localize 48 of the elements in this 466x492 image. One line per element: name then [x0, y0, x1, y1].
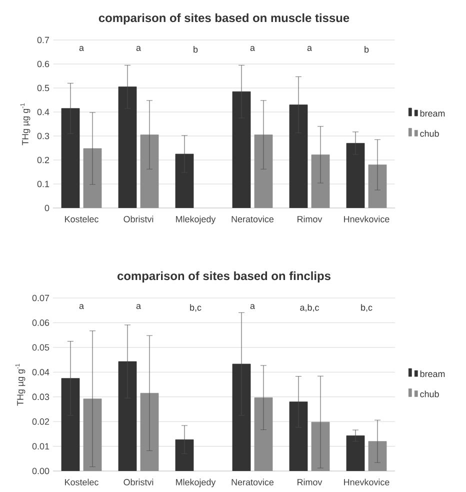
y-axis-title: THg µg g$^{-1}$: [15, 364, 26, 406]
annotation: b,c: [361, 304, 372, 312]
y-tick-label: 0.04: [32, 368, 50, 376]
chart-title: comparison of sites based on muscle tissue: [98, 13, 350, 25]
y-tick-label: 0.5: [37, 84, 50, 92]
annotation: b,c: [190, 304, 202, 312]
legend-label: chub: [420, 390, 439, 398]
y-tick-label: 0.3: [37, 132, 50, 140]
y-tick-label: 0.1: [37, 180, 50, 188]
legend-label: bream: [420, 370, 445, 378]
x-tick-label: Rimov: [298, 478, 322, 486]
x-tick-label: Rimov: [298, 216, 322, 222]
annotation: a: [250, 46, 255, 51]
y-tick-label: 0.4: [37, 108, 50, 116]
y-tick-label: 0.03: [32, 394, 50, 400]
chart-title: comparison of sites based on finclips: [118, 271, 330, 283]
annotation: b: [364, 46, 369, 53]
annotation: a: [136, 46, 141, 51]
y-tick-label: 0.7: [37, 36, 50, 44]
annotation: a: [307, 46, 312, 51]
legend-label: bream: [420, 110, 445, 117]
x-tick-label: Neratovice: [232, 478, 274, 486]
y-tick-label: 0.07: [32, 294, 50, 302]
annotation: a: [136, 304, 141, 310]
y-tick-label: 0.6: [37, 60, 50, 68]
x-tick-label: Hnevkovice: [344, 478, 390, 486]
y-tick-label: 0.00: [32, 468, 50, 474]
x-tick-label: Hnevkovice: [344, 216, 390, 222]
x-tick-label: Neratovice: [232, 216, 274, 222]
y-tick-label: 0.05: [32, 344, 50, 351]
x-tick-label: Mlekojedy: [176, 216, 216, 224]
y-tick-label: 0.01: [32, 443, 50, 450]
annotation: a: [250, 304, 255, 310]
annotation: a,b,c: [300, 304, 319, 312]
y-tick-label: 0.02: [32, 418, 50, 425]
annotation: a: [79, 46, 84, 51]
legend-label: chub: [420, 130, 439, 137]
x-tick-label: Obristvi: [124, 478, 154, 486]
x-tick-label: Obristvi: [124, 216, 154, 222]
annotation: b: [194, 46, 198, 53]
y-tick-label: 0: [44, 204, 50, 212]
y-tick-label: 0.06: [32, 320, 50, 326]
y-axis-title: THg µg g$^{-1}$: [20, 103, 30, 146]
x-tick-label: Kostelec: [65, 478, 98, 486]
y-tick-label: 0.2: [37, 156, 50, 164]
annotation: a: [79, 304, 84, 310]
x-tick-label: Kostelec: [65, 216, 98, 222]
x-tick-label: Mlekojedy: [176, 478, 216, 488]
